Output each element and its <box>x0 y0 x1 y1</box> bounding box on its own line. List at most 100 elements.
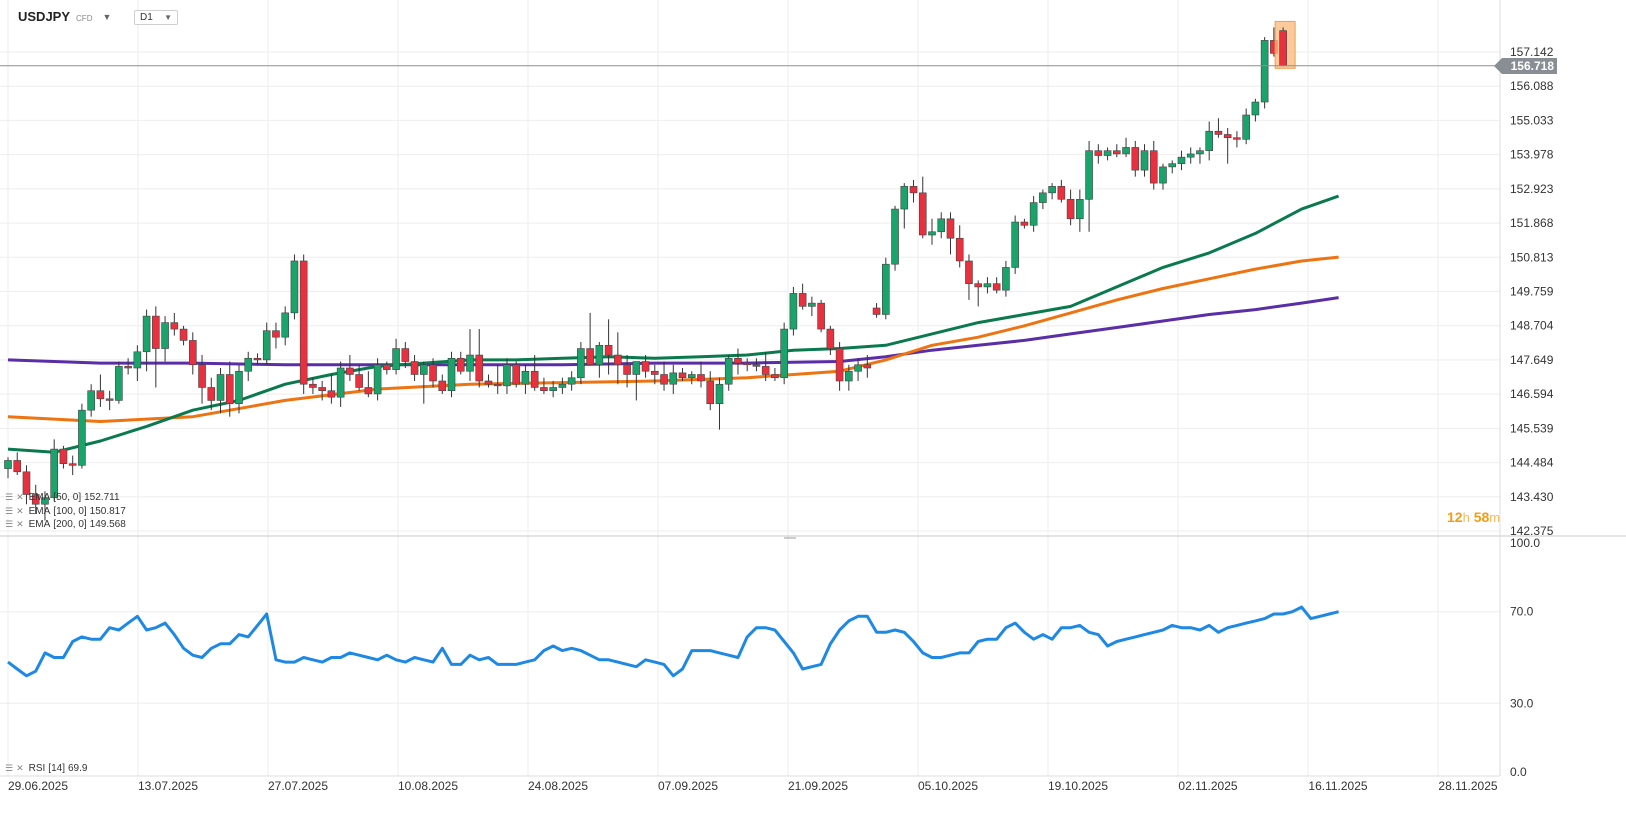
candle <box>1066 189 1075 226</box>
candle <box>1140 144 1149 177</box>
candle <box>854 358 862 381</box>
candle-body <box>429 364 437 382</box>
countdown-hours: 12 <box>1447 509 1463 525</box>
candle-body <box>133 351 142 369</box>
candle-body <box>484 380 493 385</box>
candle-body <box>1279 30 1287 66</box>
date-tick-label: 29.06.2025 <box>8 779 68 793</box>
candle-body <box>1168 163 1177 168</box>
candle <box>309 377 317 394</box>
indicator-name: EMA <box>28 519 51 530</box>
drag-handle-icon[interactable]: ☰ <box>5 506 14 516</box>
candle <box>974 280 983 307</box>
candle-body <box>872 307 881 315</box>
candle <box>641 355 650 378</box>
candle <box>780 322 788 385</box>
candle-body <box>586 348 594 366</box>
candle-body <box>327 390 336 398</box>
legend-ema50: ☰ ✕ EMA [50, 0] 152.711 <box>5 492 120 503</box>
candle-body <box>845 370 853 382</box>
chevron-down-icon[interactable]: ▼ <box>102 11 112 22</box>
candle <box>918 176 927 239</box>
rsi-tick-label: 30.0 <box>1510 696 1534 710</box>
drag-handle-icon[interactable]: ☰ <box>5 492 14 502</box>
price-tick-label: 157.142 <box>1510 45 1554 59</box>
candle <box>419 361 428 404</box>
candle-body <box>1140 150 1149 171</box>
drag-handle-icon[interactable]: ☰ <box>5 763 14 773</box>
candle <box>281 306 290 346</box>
candle-body <box>771 374 779 379</box>
candle <box>577 342 585 385</box>
candle <box>771 368 779 381</box>
candle <box>1057 179 1066 203</box>
symbol-name[interactable]: USDJPY <box>18 9 71 24</box>
candle-body <box>734 357 742 364</box>
candle <box>346 355 354 381</box>
indicator-value: 150.817 <box>89 506 126 517</box>
candle-body <box>1094 150 1103 156</box>
axes: 157.142 156.088 155.033 153.978 152.923 151.8… <box>0 0 1626 793</box>
candle-body <box>1177 156 1186 164</box>
candle <box>503 358 511 394</box>
candle <box>290 254 299 320</box>
candle <box>678 368 687 381</box>
candle <box>715 377 724 430</box>
candle <box>826 325 835 356</box>
candle-body <box>31 494 40 505</box>
candle <box>937 212 946 239</box>
candle <box>1186 147 1195 164</box>
candle <box>189 332 197 375</box>
countdown-hours-unit: h <box>1462 510 1470 525</box>
candle <box>336 361 345 407</box>
candle <box>706 371 715 411</box>
candle-body <box>179 328 188 341</box>
close-icon[interactable]: ✕ <box>16 492 24 502</box>
candle-body <box>22 471 31 495</box>
candle-body <box>955 237 964 262</box>
candle <box>484 374 493 388</box>
close-icon[interactable]: ✕ <box>16 763 24 773</box>
candle <box>946 212 955 255</box>
candle-body <box>152 315 160 349</box>
candle <box>1002 260 1010 297</box>
timeframe-select[interactable]: D1 ▼ <box>134 10 178 25</box>
candle-body <box>641 361 650 372</box>
close-icon[interactable]: ✕ <box>16 506 24 516</box>
candle <box>105 390 114 411</box>
legend-ema200: ☰ ✕ EMA [200, 0] 149.568 <box>5 519 126 530</box>
date-tick-label: 28.11.2025 <box>1438 779 1497 793</box>
indicator-value: 69.9 <box>67 763 88 774</box>
candle-body <box>466 354 474 372</box>
candle-body <box>1002 267 1010 291</box>
candle <box>567 371 576 391</box>
candle <box>632 361 641 401</box>
candle-body <box>909 186 918 194</box>
price-tick-label: 147.649 <box>1510 353 1554 367</box>
candle <box>383 361 391 375</box>
candle-body <box>891 208 899 265</box>
candle <box>198 355 206 404</box>
candle <box>299 254 308 394</box>
candle-body <box>992 283 1001 291</box>
candle-body <box>743 362 752 366</box>
candle-body <box>1131 147 1140 171</box>
candle <box>124 358 132 375</box>
candle <box>115 361 123 404</box>
close-icon[interactable]: ✕ <box>16 519 24 529</box>
candle <box>475 329 484 388</box>
candle-body <box>419 364 428 375</box>
drag-handle-icon[interactable]: ☰ <box>5 519 14 529</box>
candle-body <box>540 387 548 392</box>
candle-body <box>1103 150 1112 156</box>
candle-countdown: 12h 58m <box>1447 509 1500 525</box>
candle-body <box>456 357 465 372</box>
price-tick-label: 153.978 <box>1510 148 1554 162</box>
candle-body <box>493 383 502 387</box>
candle-body <box>1149 150 1158 184</box>
candle-body <box>1039 192 1047 203</box>
rsi-line <box>7 605 1339 678</box>
candle-body <box>68 463 77 466</box>
candle <box>466 329 474 381</box>
